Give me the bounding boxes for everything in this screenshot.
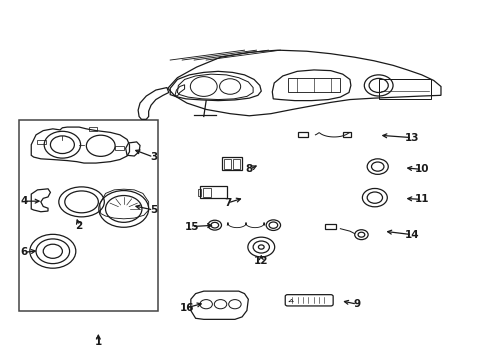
Text: 1: 1 (95, 337, 102, 347)
Text: 2: 2 (75, 221, 82, 231)
Text: 8: 8 (245, 165, 252, 174)
Text: 14: 14 (404, 230, 419, 240)
Text: 7: 7 (224, 198, 231, 208)
Text: 4: 4 (20, 196, 28, 206)
Text: 11: 11 (414, 194, 428, 204)
Text: 5: 5 (149, 205, 157, 215)
Text: 16: 16 (180, 303, 194, 313)
Text: 3: 3 (149, 152, 157, 162)
Bar (222, 157, 242, 170)
Bar (203, 189, 211, 197)
Bar (298, 132, 307, 137)
Text: 13: 13 (404, 133, 419, 143)
Bar (378, 80, 430, 99)
Bar (115, 146, 123, 150)
Bar (200, 186, 226, 198)
Text: 15: 15 (184, 221, 199, 231)
Text: 12: 12 (253, 256, 268, 266)
Bar (197, 189, 201, 196)
Bar (89, 127, 97, 131)
Bar (287, 78, 340, 92)
Bar (325, 224, 335, 229)
Bar (19, 120, 158, 311)
Bar (224, 159, 231, 169)
Bar (232, 159, 239, 169)
Bar (38, 140, 46, 144)
Bar (342, 132, 351, 137)
Text: 6: 6 (20, 247, 28, 257)
Text: 10: 10 (414, 165, 428, 174)
Text: 9: 9 (353, 299, 360, 309)
